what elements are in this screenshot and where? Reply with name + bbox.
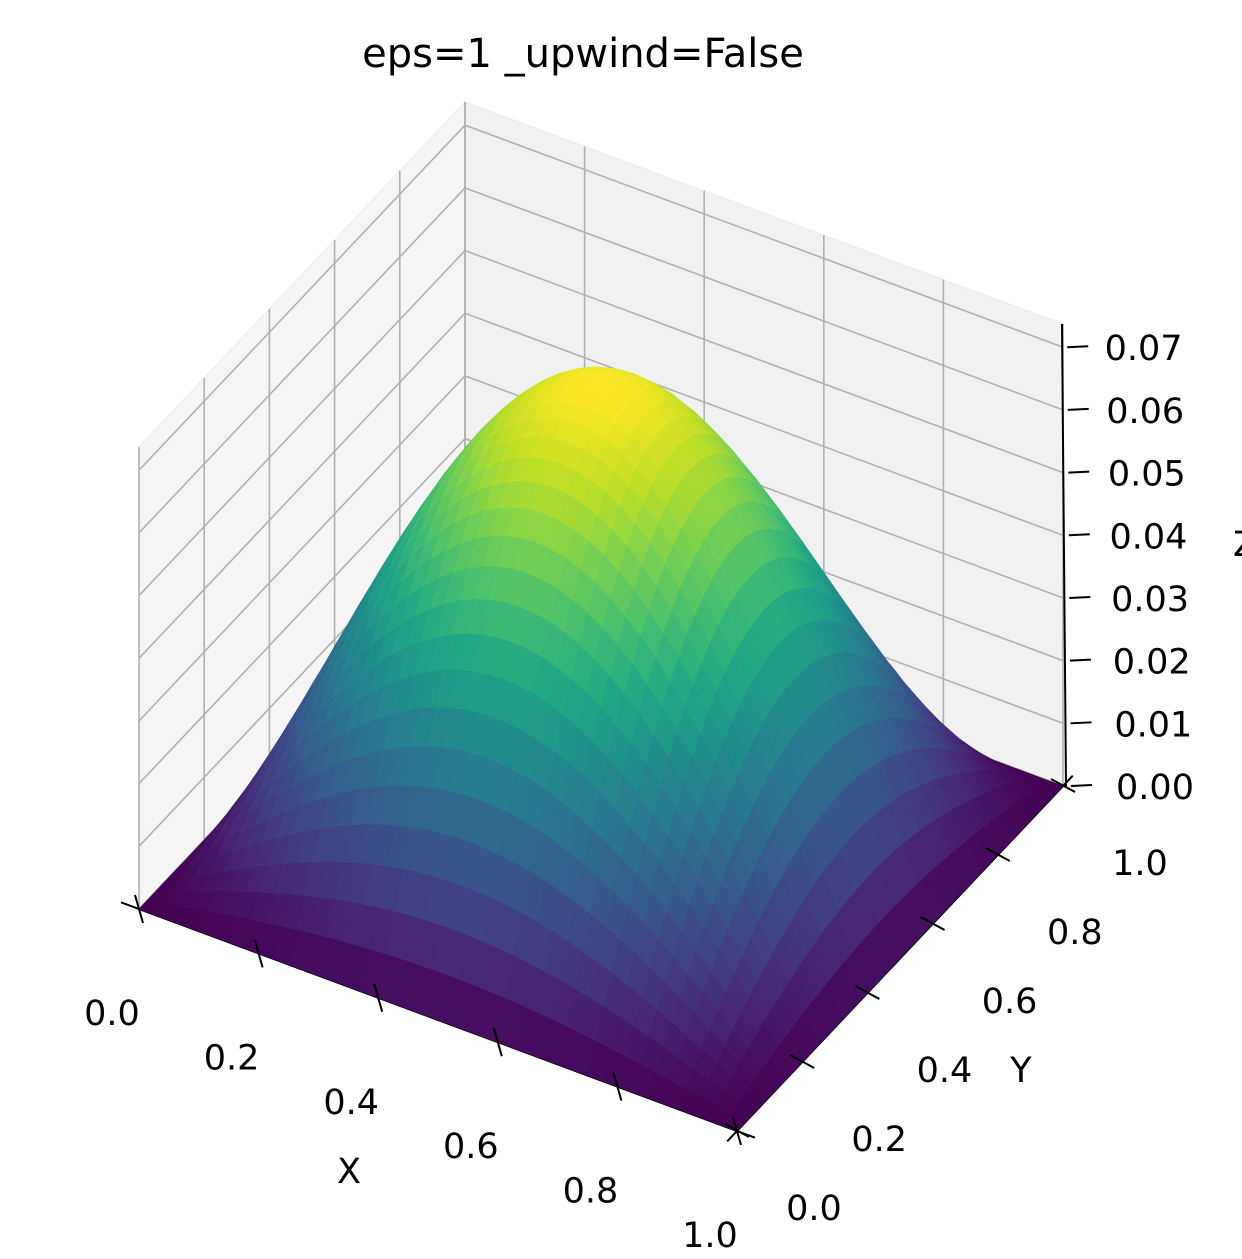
y-tick [724,1123,750,1138]
z-tick [1070,721,1092,725]
x-tick [373,983,384,1013]
y-tick [1050,778,1076,793]
x-tick-label: 0.8 [563,1172,619,1212]
y-tick-label: 0.6 [982,982,1038,1022]
y-tick [920,916,946,931]
x-tick-label: 1.0 [682,1216,738,1256]
z-tick [1067,345,1089,349]
grid-line [138,374,1064,722]
y-axis-label: Y [1009,1051,1032,1091]
x-tick-label: 0.6 [443,1127,499,1167]
grid-line [138,249,1064,597]
z-tick-label: 0.00 [1116,768,1194,808]
tick-marks: 0.00.20.40.60.81.00.00.20.40.60.81.00.00… [84,329,1194,1256]
x-tick-label: 0.0 [84,994,140,1034]
y-tick [854,985,880,1000]
y-tick [789,1054,815,1069]
z-tick-label: 0.03 [1111,580,1189,620]
y-tick-label: 1.0 [1112,844,1168,884]
grid-line [138,186,1064,534]
x-tick [492,1027,503,1057]
z-tick [1067,407,1089,411]
z-tick-label: 0.06 [1106,392,1184,432]
z-tick [1069,658,1091,662]
z-tick-label: 0.05 [1108,455,1186,495]
z-tick-label: 0.01 [1114,705,1192,745]
y-tick-label: 0.0 [786,1189,842,1229]
x-tick [134,894,144,924]
x-tick-label: 0.2 [204,1038,260,1078]
y-tick [985,847,1011,862]
z-tick [1070,784,1093,787]
x-tick-label: 0.4 [323,1083,379,1123]
chart-title: eps=1 _upwind=False [362,31,804,77]
grid-line [138,124,1064,471]
z-tick [1069,595,1091,599]
x-tick [612,1072,623,1101]
z-tick [1068,470,1090,474]
z-axis-label: Z [1233,525,1242,565]
y-tick-label: 0.2 [851,1120,907,1160]
z-tick-label: 0.04 [1110,517,1188,557]
surface-plot [138,366,1064,1132]
z-tick-label: 0.07 [1105,329,1183,369]
z-axis-line [1061,323,1067,787]
y-tick-label: 0.4 [917,1051,973,1091]
z-tick [1068,533,1090,537]
grid-line [138,437,1064,785]
grid-line [138,312,1064,659]
y-tick-label: 0.8 [1047,913,1103,953]
z-tick-label: 0.02 [1113,643,1191,683]
x-axis-label: X [337,1152,361,1192]
x-tick [253,939,264,968]
